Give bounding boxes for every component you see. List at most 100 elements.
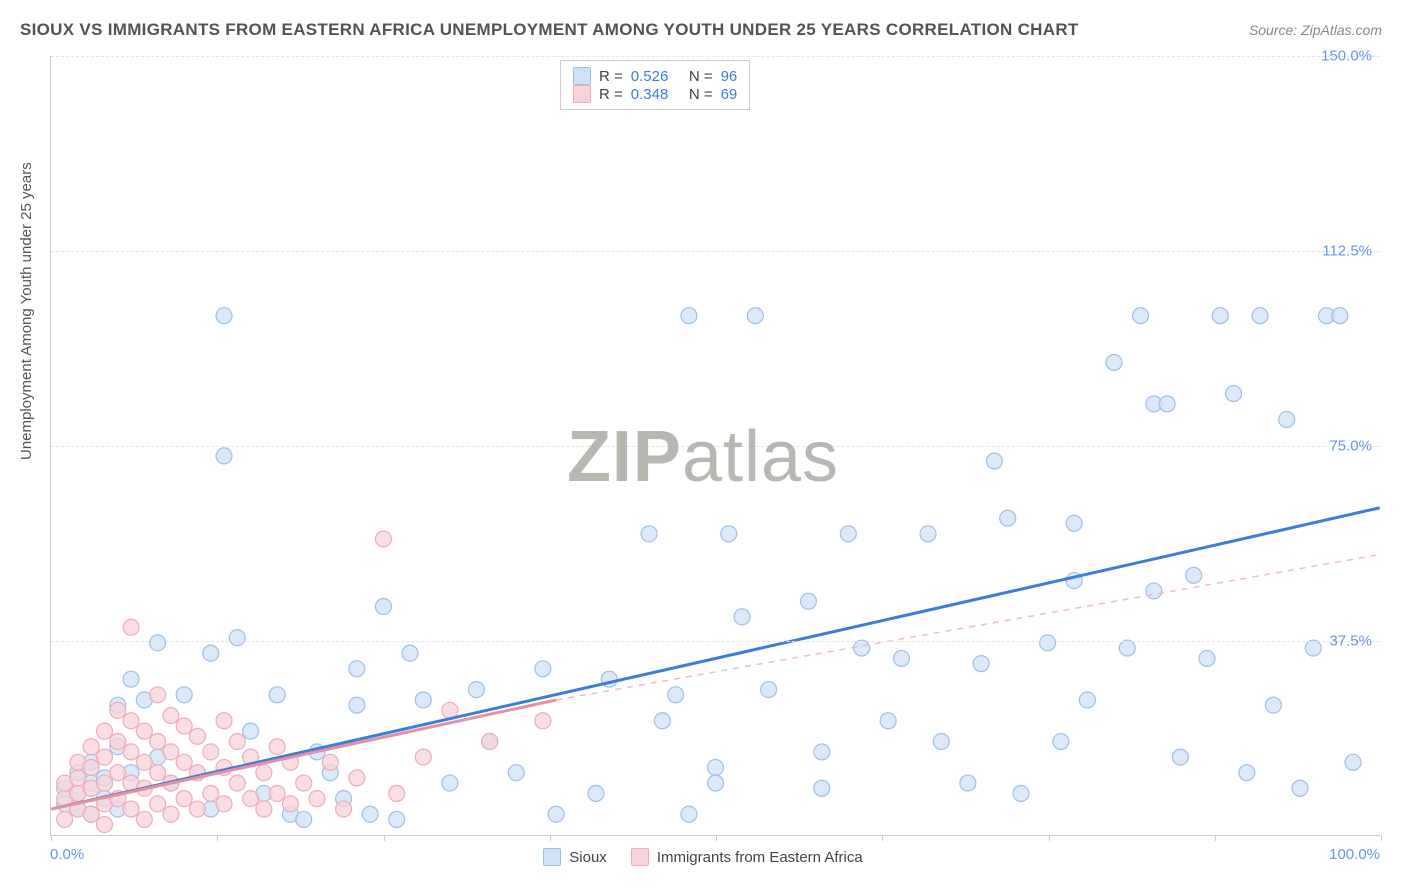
legend-n-value: 96 <box>721 68 738 85</box>
data-point <box>840 526 856 542</box>
data-point <box>1186 567 1202 583</box>
data-point <box>1345 754 1361 770</box>
data-point <box>229 630 245 646</box>
data-point <box>800 593 816 609</box>
legend-r-value: 0.526 <box>631 68 669 85</box>
data-point <box>814 744 830 760</box>
data-point <box>415 749 431 765</box>
x-tick-mark <box>1049 835 1050 841</box>
data-point <box>708 759 724 775</box>
data-point <box>747 308 763 324</box>
legend-swatch <box>631 848 649 866</box>
gridline <box>51 446 1380 447</box>
x-tick-mark <box>882 835 883 841</box>
data-point <box>508 765 524 781</box>
data-point <box>349 770 365 786</box>
data-point <box>681 308 697 324</box>
legend-row: R = 0.526 N = 96 <box>573 67 737 85</box>
data-point <box>1053 734 1069 750</box>
data-point <box>296 811 312 827</box>
data-point <box>176 718 192 734</box>
data-point <box>654 713 670 729</box>
data-point <box>349 661 365 677</box>
data-point <box>468 682 484 698</box>
data-point <box>176 687 192 703</box>
data-point <box>216 713 232 729</box>
data-point <box>375 531 391 547</box>
series-legend: Sioux Immigrants from Eastern Africa <box>0 848 1406 866</box>
data-point <box>163 806 179 822</box>
data-point <box>269 785 285 801</box>
data-point <box>1305 640 1321 656</box>
data-point <box>1292 780 1308 796</box>
data-point <box>256 765 272 781</box>
data-point <box>216 308 232 324</box>
series-legend-label: Immigrants from Eastern Africa <box>657 849 863 866</box>
data-point <box>163 744 179 760</box>
data-point <box>150 734 166 750</box>
data-point <box>442 775 458 791</box>
data-point <box>920 526 936 542</box>
data-point <box>362 806 378 822</box>
data-point <box>535 713 551 729</box>
data-point <box>389 785 405 801</box>
data-point <box>123 801 139 817</box>
data-point <box>203 785 219 801</box>
data-point <box>389 811 405 827</box>
data-point <box>176 754 192 770</box>
data-point <box>282 796 298 812</box>
data-point <box>123 671 139 687</box>
data-point <box>296 775 312 791</box>
y-axis-label: Unemployment Among Youth under 25 years <box>18 162 35 460</box>
data-point <box>1199 650 1215 666</box>
data-point <box>57 811 73 827</box>
data-point <box>150 635 166 651</box>
data-point <box>83 806 99 822</box>
data-point <box>1239 765 1255 781</box>
x-tick-mark <box>716 835 717 841</box>
series-legend-item: Sioux <box>543 848 607 866</box>
data-point <box>1013 785 1029 801</box>
legend-swatch <box>573 85 591 103</box>
data-point <box>375 599 391 615</box>
data-point <box>269 687 285 703</box>
gridline <box>51 56 1380 57</box>
data-point <box>482 734 498 750</box>
data-point <box>761 682 777 698</box>
source-attribution: Source: ZipAtlas.com <box>1249 22 1382 38</box>
data-point <box>336 801 352 817</box>
data-point <box>1133 308 1149 324</box>
data-point <box>1265 697 1281 713</box>
legend-r-label: R = <box>599 68 623 85</box>
x-tick-mark <box>550 835 551 841</box>
data-point <box>402 645 418 661</box>
x-tick-mark <box>1381 835 1382 841</box>
plot-area: 37.5%75.0%112.5%150.0% <box>50 56 1380 836</box>
x-tick-mark <box>51 835 52 841</box>
data-point <box>243 723 259 739</box>
legend-r-value: 0.348 <box>631 86 669 103</box>
data-point <box>83 759 99 775</box>
data-point <box>229 734 245 750</box>
data-point <box>96 817 112 833</box>
x-tick-mark <box>217 835 218 841</box>
data-point <box>1279 412 1295 428</box>
data-point <box>123 619 139 635</box>
data-point <box>880 713 896 729</box>
trend-line-extension <box>556 555 1380 700</box>
data-point <box>1172 749 1188 765</box>
data-point <box>986 453 1002 469</box>
data-point <box>1066 515 1082 531</box>
data-point <box>548 806 564 822</box>
data-point <box>641 526 657 542</box>
data-point <box>535 661 551 677</box>
data-point <box>1226 386 1242 402</box>
series-legend-label: Sioux <box>569 849 607 866</box>
data-point <box>110 765 126 781</box>
data-point <box>163 708 179 724</box>
data-point <box>216 448 232 464</box>
legend-r-label: R = <box>599 86 623 103</box>
data-point <box>1119 640 1135 656</box>
data-point <box>269 739 285 755</box>
gridline <box>51 641 1380 642</box>
